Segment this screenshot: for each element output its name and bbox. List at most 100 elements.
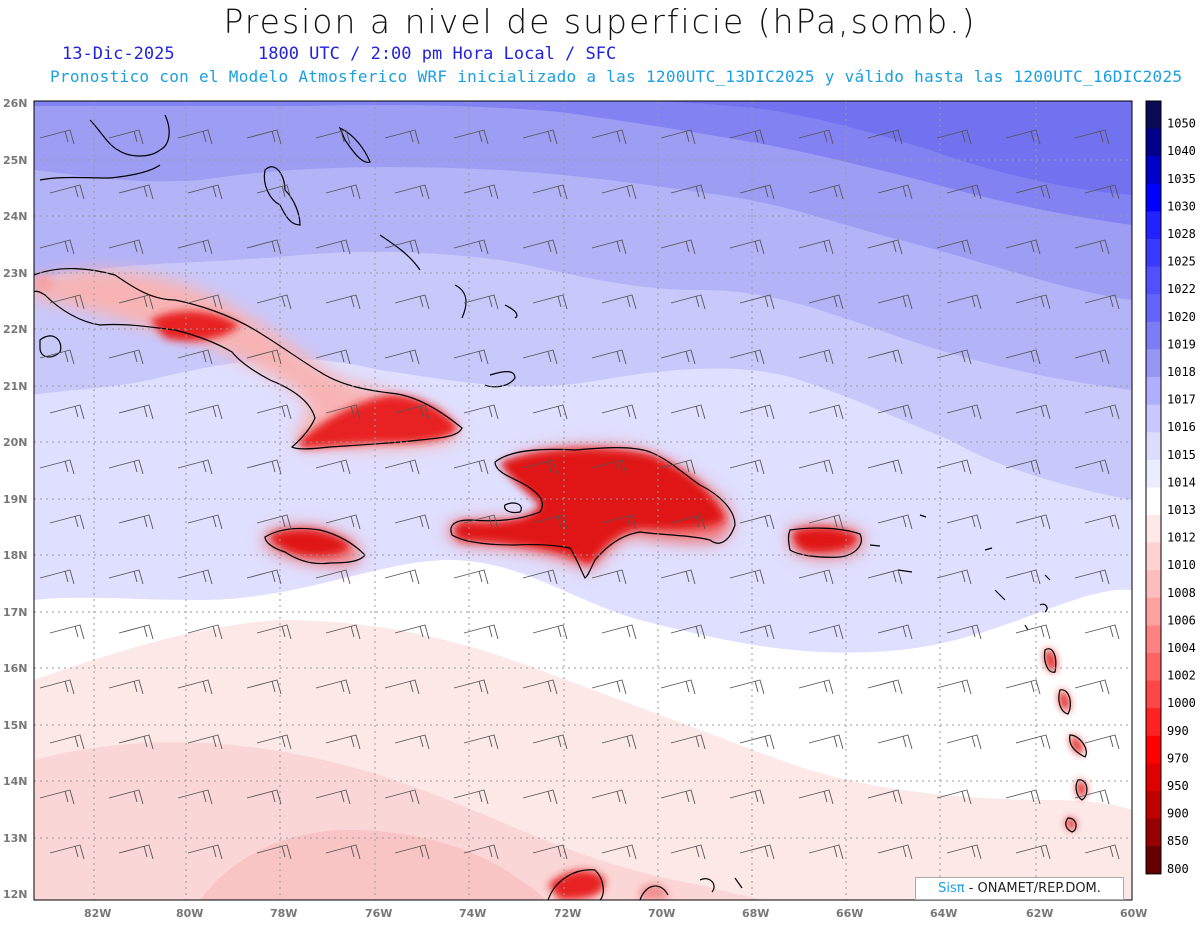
coastlines bbox=[34, 114, 1088, 900]
wind-barb bbox=[946, 514, 982, 530]
lon-label: 72W bbox=[554, 907, 581, 920]
colorbar-label: 1013 bbox=[1167, 503, 1196, 517]
colorbar-swatch bbox=[1146, 708, 1161, 737]
wind-barb bbox=[453, 459, 489, 475]
wind-barb bbox=[246, 349, 282, 365]
wind-barb bbox=[946, 844, 982, 860]
wind-barb bbox=[729, 459, 765, 475]
wind-barb bbox=[187, 624, 223, 640]
lat-label: 20N bbox=[3, 436, 28, 449]
wind-barb bbox=[867, 349, 903, 365]
wind-barb bbox=[808, 734, 844, 750]
wind-barb bbox=[601, 734, 637, 750]
wind-barb bbox=[1015, 844, 1051, 860]
colorbar-label: 950 bbox=[1167, 779, 1189, 793]
lat-label: 13N bbox=[3, 832, 28, 845]
lat-label: 24N bbox=[3, 210, 28, 223]
wind-barb bbox=[808, 404, 844, 420]
wind-barb bbox=[670, 734, 706, 750]
wind-barb bbox=[601, 624, 637, 640]
colorbar-label: 1028 bbox=[1167, 227, 1196, 241]
wind-barb bbox=[453, 569, 489, 585]
colorbar-label: 970 bbox=[1167, 751, 1189, 765]
colorbar-swatch bbox=[1146, 791, 1161, 820]
wind-barb bbox=[867, 679, 903, 695]
wind-barb bbox=[729, 129, 765, 145]
wind-barb bbox=[256, 734, 292, 750]
wind-barb bbox=[1005, 129, 1041, 145]
wind-barb bbox=[384, 239, 420, 255]
wind-barb bbox=[325, 294, 361, 310]
wind-barb bbox=[384, 679, 420, 695]
wind-barb bbox=[532, 404, 568, 420]
wind-barb bbox=[1084, 844, 1120, 860]
map-title: Presion a nivel de superficie (hPa,somb.… bbox=[223, 2, 977, 41]
lon-label: 62W bbox=[1026, 907, 1053, 920]
wind-barb bbox=[315, 569, 351, 585]
wind-barb bbox=[798, 679, 834, 695]
wind-barb bbox=[463, 514, 499, 530]
wind-barb bbox=[118, 404, 154, 420]
wind-barb bbox=[739, 294, 775, 310]
band-1018 bbox=[34, 101, 1132, 225]
wind-barb bbox=[108, 569, 144, 585]
wind-barb bbox=[660, 789, 696, 805]
wind-barb bbox=[591, 569, 627, 585]
wind-barb bbox=[187, 844, 223, 860]
wind-barb bbox=[867, 569, 903, 585]
colorbar-swatch bbox=[1146, 680, 1161, 709]
jamaica-coast bbox=[264, 527, 366, 565]
colorbar-label: 1010 bbox=[1167, 558, 1196, 572]
wind-barb bbox=[177, 569, 213, 585]
wind-barb bbox=[867, 459, 903, 475]
wind-barb bbox=[1074, 569, 1110, 585]
wind-barb bbox=[798, 239, 834, 255]
wind-barb bbox=[660, 679, 696, 695]
wind-barb bbox=[601, 844, 637, 860]
lat-label: 12N bbox=[3, 888, 28, 901]
valid-time: 1800 UTC / 2:00 pm Hora Local / SFC bbox=[258, 44, 617, 64]
wind-barb bbox=[532, 514, 568, 530]
wind-barb bbox=[1005, 569, 1041, 585]
wind-barb bbox=[1074, 789, 1110, 805]
isla-juventud-coast bbox=[39, 335, 62, 358]
wind-barb bbox=[808, 624, 844, 640]
wind-barb bbox=[1005, 349, 1041, 365]
wind-barb bbox=[187, 514, 223, 530]
wind-barb bbox=[325, 734, 361, 750]
lon-label: 78W bbox=[270, 907, 297, 920]
colorbar-label: 1020 bbox=[1167, 310, 1196, 324]
band-1010 bbox=[34, 742, 770, 900]
wind-barb bbox=[1005, 789, 1041, 805]
wind-barb bbox=[384, 129, 420, 145]
wind-barb bbox=[256, 514, 292, 530]
wind-barb bbox=[394, 844, 430, 860]
lat-label: 22N bbox=[3, 323, 28, 336]
wind-barb bbox=[118, 184, 154, 200]
wind-barb bbox=[108, 349, 144, 365]
colorbar-label: 990 bbox=[1167, 724, 1189, 738]
colorbar-swatch bbox=[1146, 101, 1161, 130]
wind-barb bbox=[808, 294, 844, 310]
wind-barb bbox=[463, 294, 499, 310]
wind-barb bbox=[1074, 679, 1110, 695]
wind-barb bbox=[325, 844, 361, 860]
colorbar-swatch bbox=[1146, 542, 1161, 571]
wind-barb bbox=[532, 624, 568, 640]
colorbar-swatch bbox=[1146, 653, 1161, 682]
colorbar-swatch bbox=[1146, 763, 1161, 792]
colorbar-swatch bbox=[1146, 128, 1161, 157]
wind-barb bbox=[256, 624, 292, 640]
wind-barb bbox=[463, 844, 499, 860]
wind-barb bbox=[522, 239, 558, 255]
colorbar-label: 1000 bbox=[1167, 696, 1196, 710]
lat-label: 21N bbox=[3, 380, 28, 393]
wind-barb bbox=[384, 349, 420, 365]
wind-barb bbox=[246, 239, 282, 255]
wind-barb bbox=[394, 294, 430, 310]
lat-label: 25N bbox=[3, 154, 28, 167]
wind-barb bbox=[187, 404, 223, 420]
bahamas-eleuthera bbox=[379, 234, 518, 388]
wind-barb bbox=[1074, 129, 1110, 145]
wind-barb bbox=[591, 349, 627, 365]
